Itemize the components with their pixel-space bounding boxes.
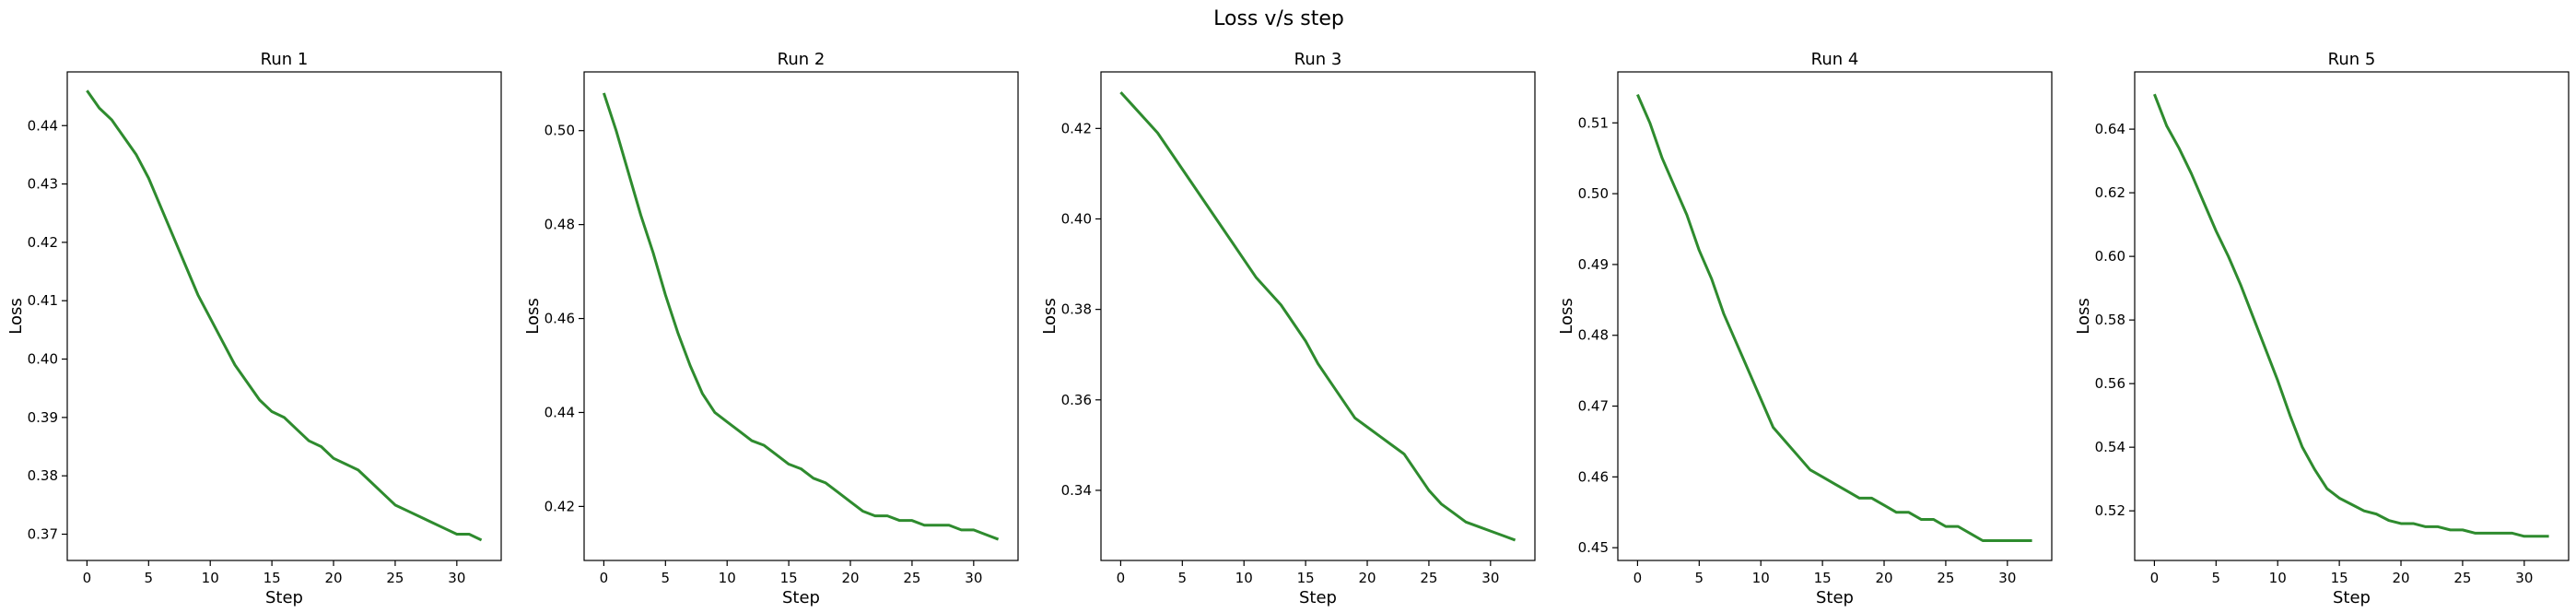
axes-frame: [1617, 71, 2053, 561]
x-tick-label: 10: [1752, 570, 1770, 586]
x-tick-label: 25: [1937, 570, 1954, 586]
panel-title: Run 3: [1294, 50, 1342, 69]
x-tick-label: 30: [2515, 570, 2533, 586]
x-tick-label: 20: [1358, 570, 1376, 586]
y-tick-label: 0.40: [1061, 210, 1092, 227]
series-line: [602, 92, 1000, 541]
axes-frame: [66, 71, 502, 561]
y-tick-label: 0.36: [1061, 392, 1092, 408]
y-tick-label: 0.45: [1578, 539, 1609, 556]
figure-title: Loss v/s step: [1213, 7, 1344, 30]
y-tick-label: 0.39: [28, 409, 58, 426]
x-tick-label: 10: [719, 570, 736, 586]
y-tick-label: 0.42: [544, 498, 575, 514]
y-axis-label: Loss: [2074, 298, 2093, 334]
y-tick-label: 0.46: [544, 311, 575, 327]
y-tick-label: 0.64: [2095, 121, 2125, 137]
axes-frame: [2134, 71, 2570, 561]
y-tick-label: 0.50: [1578, 185, 1609, 202]
x-tick-label: 5: [662, 570, 671, 586]
x-tick-label: 30: [965, 570, 982, 586]
panel-title: Run 2: [778, 50, 825, 69]
y-tick-label: 0.34: [1061, 482, 1092, 499]
series-line: [1119, 91, 1516, 542]
series-line: [1636, 93, 2032, 542]
y-tick-label: 0.38: [28, 467, 58, 484]
y-tick-label: 0.48: [1578, 327, 1609, 344]
x-axis-label: Step: [2333, 588, 2371, 607]
y-axis-label: Loss: [1557, 298, 1576, 334]
x-tick-label: 30: [1481, 570, 1499, 586]
y-tick-label: 0.60: [2095, 248, 2125, 265]
axes-frame: [583, 71, 1019, 561]
panel-title: Run 4: [1811, 50, 1859, 69]
x-tick-label: 25: [1420, 570, 1437, 586]
x-tick-label: 20: [1875, 570, 1892, 586]
y-tick-label: 0.52: [2095, 502, 2125, 519]
x-tick-label: 25: [2453, 570, 2471, 586]
x-tick-label: 15: [1297, 570, 1315, 586]
y-tick-label: 0.38: [1061, 301, 1092, 318]
y-tick-label: 0.58: [2095, 312, 2125, 328]
y-tick-label: 0.42: [1061, 120, 1092, 136]
x-tick-label: 0: [600, 570, 609, 586]
y-tick-label: 0.44: [28, 117, 58, 134]
x-tick-label: 0: [1633, 570, 1643, 586]
x-tick-label: 15: [780, 570, 798, 586]
y-tick-label: 0.62: [2095, 184, 2125, 201]
x-tick-label: 20: [324, 570, 342, 586]
x-tick-label: 5: [1178, 570, 1188, 586]
x-tick-label: 0: [83, 570, 92, 586]
panel-title: Run 1: [261, 50, 309, 69]
panel-title: Run 5: [2328, 50, 2376, 69]
series-line: [2153, 93, 2549, 538]
y-axis-label: Loss: [523, 298, 543, 334]
x-tick-label: 15: [1814, 570, 1832, 586]
x-tick-label: 0: [2150, 570, 2160, 586]
chart-panel-1: 0 5 10 15 20 25 30 0.37 0.38 0.39 0.40 0.41 0.42 0.43…: [6, 50, 502, 607]
x-tick-label: 15: [2331, 570, 2348, 586]
chart-panel-4: 0 5 10 15 20 25 30 0.45 0.46 0.47 0.48 0.49 0.50 0.51…: [1557, 50, 2053, 607]
y-tick-label: 0.47: [1578, 398, 1609, 415]
y-tick-label: 0.54: [2095, 439, 2125, 455]
x-tick-label: 25: [903, 570, 920, 586]
y-tick-label: 0.43: [28, 176, 58, 193]
y-tick-label: 0.48: [544, 217, 575, 233]
x-tick-label: 5: [1695, 570, 1704, 586]
x-tick-label: 0: [1117, 570, 1126, 586]
x-tick-label: 15: [263, 570, 281, 586]
axes-frame: [1100, 71, 1536, 561]
y-tick-label: 0.42: [28, 234, 58, 251]
y-tick-label: 0.56: [2095, 375, 2125, 392]
y-tick-label: 0.41: [28, 292, 58, 309]
x-tick-label: 20: [841, 570, 859, 586]
y-tick-label: 0.40: [28, 351, 58, 368]
x-axis-label: Step: [1299, 588, 1337, 607]
x-tick-label: 30: [448, 570, 465, 586]
x-tick-label: 5: [145, 570, 154, 586]
y-axis-label: Loss: [6, 298, 26, 334]
chart-panel-5: 0 5 10 15 20 25 30 0.52 0.54 0.56 0.58 0.60 0.62 0.64…: [2074, 50, 2570, 607]
chart-panel-2: 0 5 10 15 20 25 30 0.42 0.44 0.46 0.48 0.50 Run 2 Ste…: [523, 50, 1019, 607]
x-tick-label: 20: [2392, 570, 2409, 586]
y-tick-label: 0.44: [544, 404, 575, 420]
x-axis-label: Step: [265, 588, 303, 607]
x-tick-label: 25: [386, 570, 404, 586]
y-tick-label: 0.50: [544, 123, 575, 139]
x-tick-label: 10: [2269, 570, 2287, 586]
y-tick-label: 0.49: [1578, 256, 1609, 273]
chart-panel-3: 0 5 10 15 20 25 30 0.34 0.36 0.38 0.40 0.42 Run 3 Ste…: [1040, 50, 1536, 607]
x-axis-label: Step: [1816, 588, 1854, 607]
x-tick-label: 10: [202, 570, 219, 586]
y-axis-label: Loss: [1040, 298, 1060, 334]
x-axis-label: Step: [782, 588, 820, 607]
series-line: [86, 89, 483, 542]
x-tick-label: 5: [2212, 570, 2221, 586]
y-tick-label: 0.46: [1578, 468, 1609, 485]
x-tick-label: 30: [1998, 570, 2016, 586]
y-tick-label: 0.51: [1578, 114, 1609, 131]
y-tick-label: 0.37: [28, 526, 58, 543]
x-tick-label: 10: [1235, 570, 1253, 586]
